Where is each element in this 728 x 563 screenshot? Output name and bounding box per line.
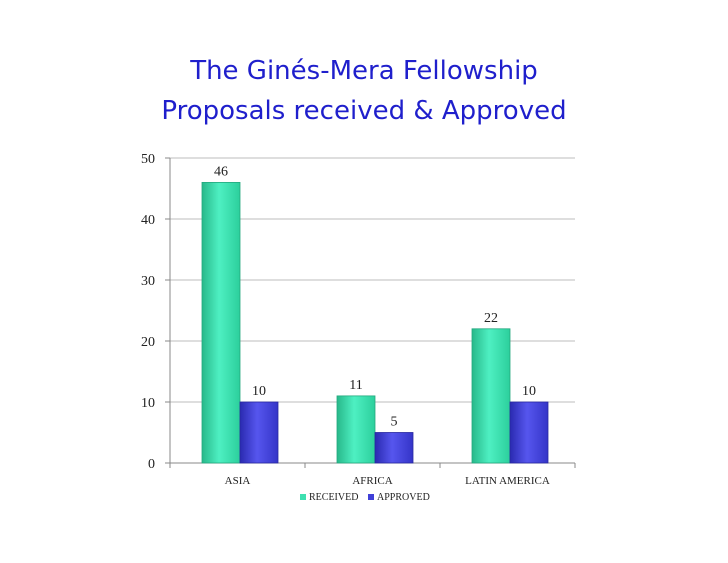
bar-received-latin-america bbox=[471, 328, 511, 464]
chart-title: The Ginés-Mera Fellowship bbox=[190, 56, 538, 86]
y-tick-label: 0 bbox=[148, 457, 155, 472]
bar-approved-latin-america bbox=[509, 401, 549, 464]
y-tick-label: 20 bbox=[141, 335, 155, 350]
legend-swatch bbox=[368, 494, 374, 500]
data-label: 22 bbox=[484, 311, 498, 326]
bar-approved-africa bbox=[374, 432, 414, 464]
bar-received-asia bbox=[201, 181, 241, 464]
data-label: 46 bbox=[214, 164, 228, 179]
x-tick-label: ASIA bbox=[225, 475, 251, 487]
data-label: 10 bbox=[522, 384, 536, 399]
bar-approved-asia bbox=[239, 401, 279, 464]
data-label: 10 bbox=[252, 384, 266, 399]
legend-label: APPROVED bbox=[377, 492, 430, 503]
x-tick-label: AFRICA bbox=[352, 475, 392, 487]
x-tick-label: LATIN AMERICA bbox=[465, 475, 550, 487]
chart-subtitle: Proposals received & Approved bbox=[161, 96, 567, 126]
legend-label: RECEIVED bbox=[309, 492, 358, 503]
y-tick-label: 50 bbox=[141, 152, 155, 167]
legend-swatch bbox=[300, 494, 306, 500]
data-label: 5 bbox=[391, 415, 398, 430]
y-tick-label: 30 bbox=[141, 274, 155, 289]
bar-received-africa bbox=[336, 395, 376, 464]
data-label: 11 bbox=[349, 378, 362, 393]
y-tick-label: 10 bbox=[141, 396, 155, 411]
y-tick-label: 40 bbox=[141, 213, 155, 228]
